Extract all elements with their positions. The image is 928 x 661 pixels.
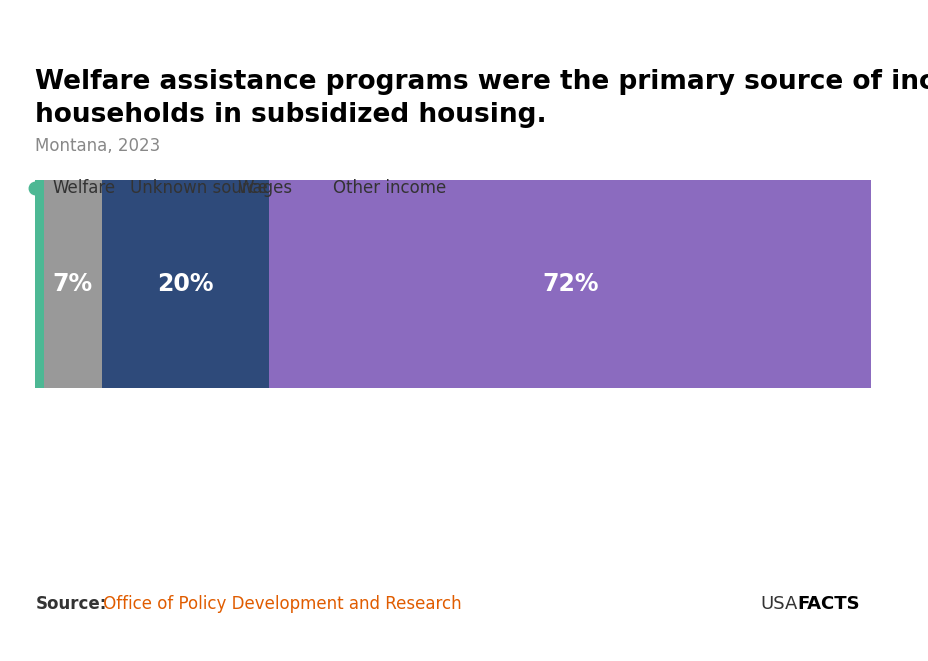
Bar [44,180,102,388]
Text: 20%: 20% [158,272,213,296]
Text: Office of Policy Development and Research: Office of Policy Development and Researc… [98,596,461,613]
Bar [102,180,269,388]
Bar [269,180,870,388]
Text: 7%: 7% [53,272,93,296]
Text: Welfare: Welfare [52,179,115,198]
Text: 72%: 72% [542,272,598,296]
Text: Source:: Source: [35,596,107,613]
Bar [35,180,44,388]
Text: Unknown source: Unknown source [130,179,267,198]
Text: USA: USA [759,596,796,613]
Text: FACTS: FACTS [796,596,858,613]
Text: Other income: Other income [332,179,445,198]
Text: households in subsidized housing.: households in subsidized housing. [35,102,547,128]
Text: Welfare assistance programs were the primary source of income for 1% of: Welfare assistance programs were the pri… [35,69,928,95]
Text: Wages: Wages [238,179,292,198]
Text: Montana, 2023: Montana, 2023 [35,137,161,155]
